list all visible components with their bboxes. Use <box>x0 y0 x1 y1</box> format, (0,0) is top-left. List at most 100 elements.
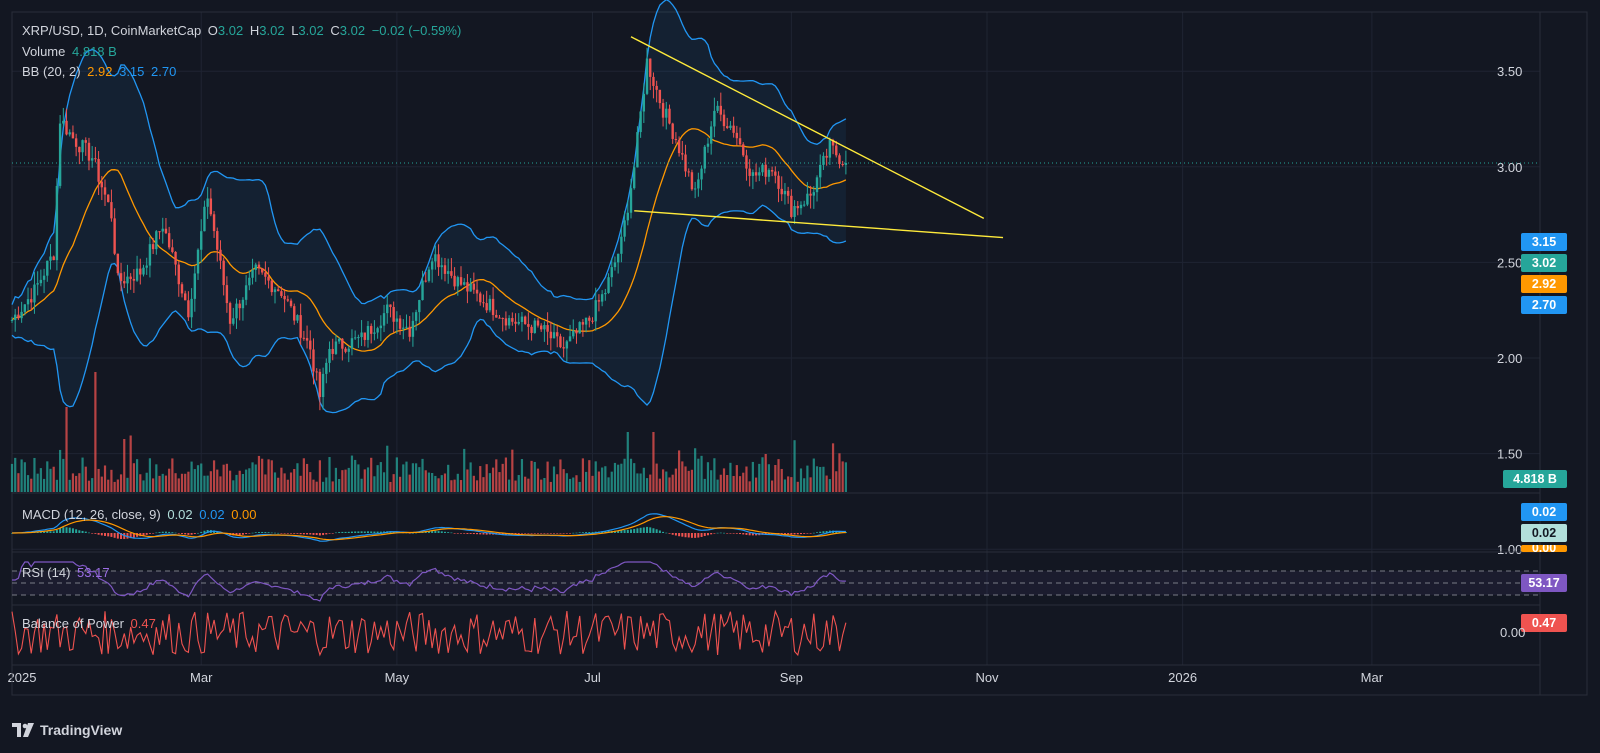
volume-bar <box>347 467 350 492</box>
volume-bar <box>171 458 174 492</box>
macd-hist-bar <box>809 533 812 534</box>
volume-bar <box>293 469 296 492</box>
macd-hist-bar <box>290 533 293 534</box>
macd-hist-bar <box>745 533 748 535</box>
tradingview-logo[interactable]: TradingView <box>12 722 122 738</box>
volume-bar <box>482 477 485 492</box>
macd-hist-bar <box>569 533 572 534</box>
candle-body <box>402 327 405 329</box>
volume-bar <box>180 473 184 492</box>
candle-body <box>597 300 601 302</box>
volume-bar <box>17 473 20 492</box>
volume-bar <box>440 475 443 492</box>
macd-signal-value: 0.00 <box>231 507 257 522</box>
macd-hist-bar <box>338 532 341 533</box>
candle-body <box>568 336 572 342</box>
candle-body <box>174 251 177 265</box>
volume-bar <box>658 478 661 492</box>
bop-legend[interactable]: Balance of Power 0.47 <box>22 614 159 634</box>
candle-body <box>722 114 726 127</box>
volume-bar <box>488 473 491 492</box>
candle-body <box>430 261 434 270</box>
volume-bar <box>164 475 168 492</box>
candle-body <box>703 146 706 169</box>
volume-bar <box>732 475 735 492</box>
bop-label: Balance of Power <box>22 616 124 631</box>
volume-bar <box>312 479 315 492</box>
macd-hist-bar <box>193 533 196 534</box>
volume-bar <box>331 481 334 492</box>
macd-legend[interactable]: MACD (12, 26, close, 9) 0.02 0.02 0.00 <box>22 505 260 525</box>
macd-hist-bar <box>591 532 594 533</box>
volume-bar <box>354 459 357 492</box>
volume-bar <box>251 462 254 492</box>
volume-bar <box>568 478 572 492</box>
volume-bar <box>341 470 344 492</box>
candle-body <box>187 300 190 318</box>
volume-label: Volume <box>22 44 66 59</box>
volume-bar <box>771 480 774 492</box>
macd-hist-bar <box>726 533 729 534</box>
trendline <box>630 36 985 220</box>
candle-body <box>645 58 649 94</box>
volume-bar <box>540 479 543 492</box>
candle-body <box>700 168 703 180</box>
candle-body <box>312 349 315 372</box>
volume-bar <box>761 457 764 492</box>
volume-bar <box>447 464 450 492</box>
volume-legend[interactable]: Volume 4.818 B <box>22 42 120 62</box>
candle-body <box>65 120 68 135</box>
candle-body <box>164 228 168 234</box>
volume-bar <box>825 475 828 492</box>
macd-hist-bar <box>710 533 713 535</box>
candle-body <box>193 273 197 299</box>
macd-hist-bar <box>706 533 709 536</box>
macd-hist-bar <box>427 531 430 533</box>
macd-hist-bar <box>363 531 366 533</box>
macd-hist-bar <box>450 532 453 534</box>
volume-bar <box>559 459 562 492</box>
volume-bar <box>305 463 309 492</box>
macd-hist-bar <box>812 532 815 534</box>
candle-body <box>123 281 126 284</box>
macd-hist-bar <box>200 531 203 533</box>
candle-body <box>806 193 809 205</box>
candle-body <box>620 236 623 254</box>
candle-body <box>411 320 415 337</box>
candle-body <box>626 212 629 221</box>
macd-hist-bar <box>270 532 273 534</box>
volume-bar <box>322 481 325 492</box>
volume-bar <box>706 462 710 492</box>
macd-hist-bar <box>379 531 382 533</box>
candle-body <box>812 192 816 196</box>
macd-hist-bar <box>350 531 353 533</box>
macd-hist-bar <box>585 532 588 533</box>
macd-hist-bar <box>796 533 799 535</box>
volume-bar <box>524 476 527 492</box>
macd-hist-bar <box>694 533 697 538</box>
candle-body <box>575 330 578 334</box>
candle-body <box>344 348 347 352</box>
candle-body <box>440 265 443 268</box>
candle-body <box>472 283 476 290</box>
volume-bar <box>793 440 796 492</box>
candle-body <box>549 331 553 339</box>
volume-bar <box>398 476 402 492</box>
volume-bar <box>527 478 530 492</box>
candle-body <box>376 328 379 333</box>
macd-hist-bar <box>514 533 517 535</box>
macd-hist-bar <box>100 533 103 536</box>
bop-value: 0.47 <box>130 616 156 631</box>
candle-body <box>20 311 23 319</box>
macd-hist-bar <box>767 533 770 535</box>
macd-hist-bar <box>267 532 270 533</box>
rsi-legend[interactable]: RSI (14) 53.17 <box>22 563 113 583</box>
tag-bb-basis: 2.92 <box>1521 275 1567 293</box>
bb-legend[interactable]: BB (20, 2) 2.92 3.15 2.70 <box>22 62 179 82</box>
macd-hist-bar <box>296 533 299 534</box>
tag-volume: 4.818 B <box>1503 470 1567 488</box>
candle-body <box>270 280 273 293</box>
macd-hist-bar <box>456 533 459 534</box>
candle-body <box>100 181 104 188</box>
